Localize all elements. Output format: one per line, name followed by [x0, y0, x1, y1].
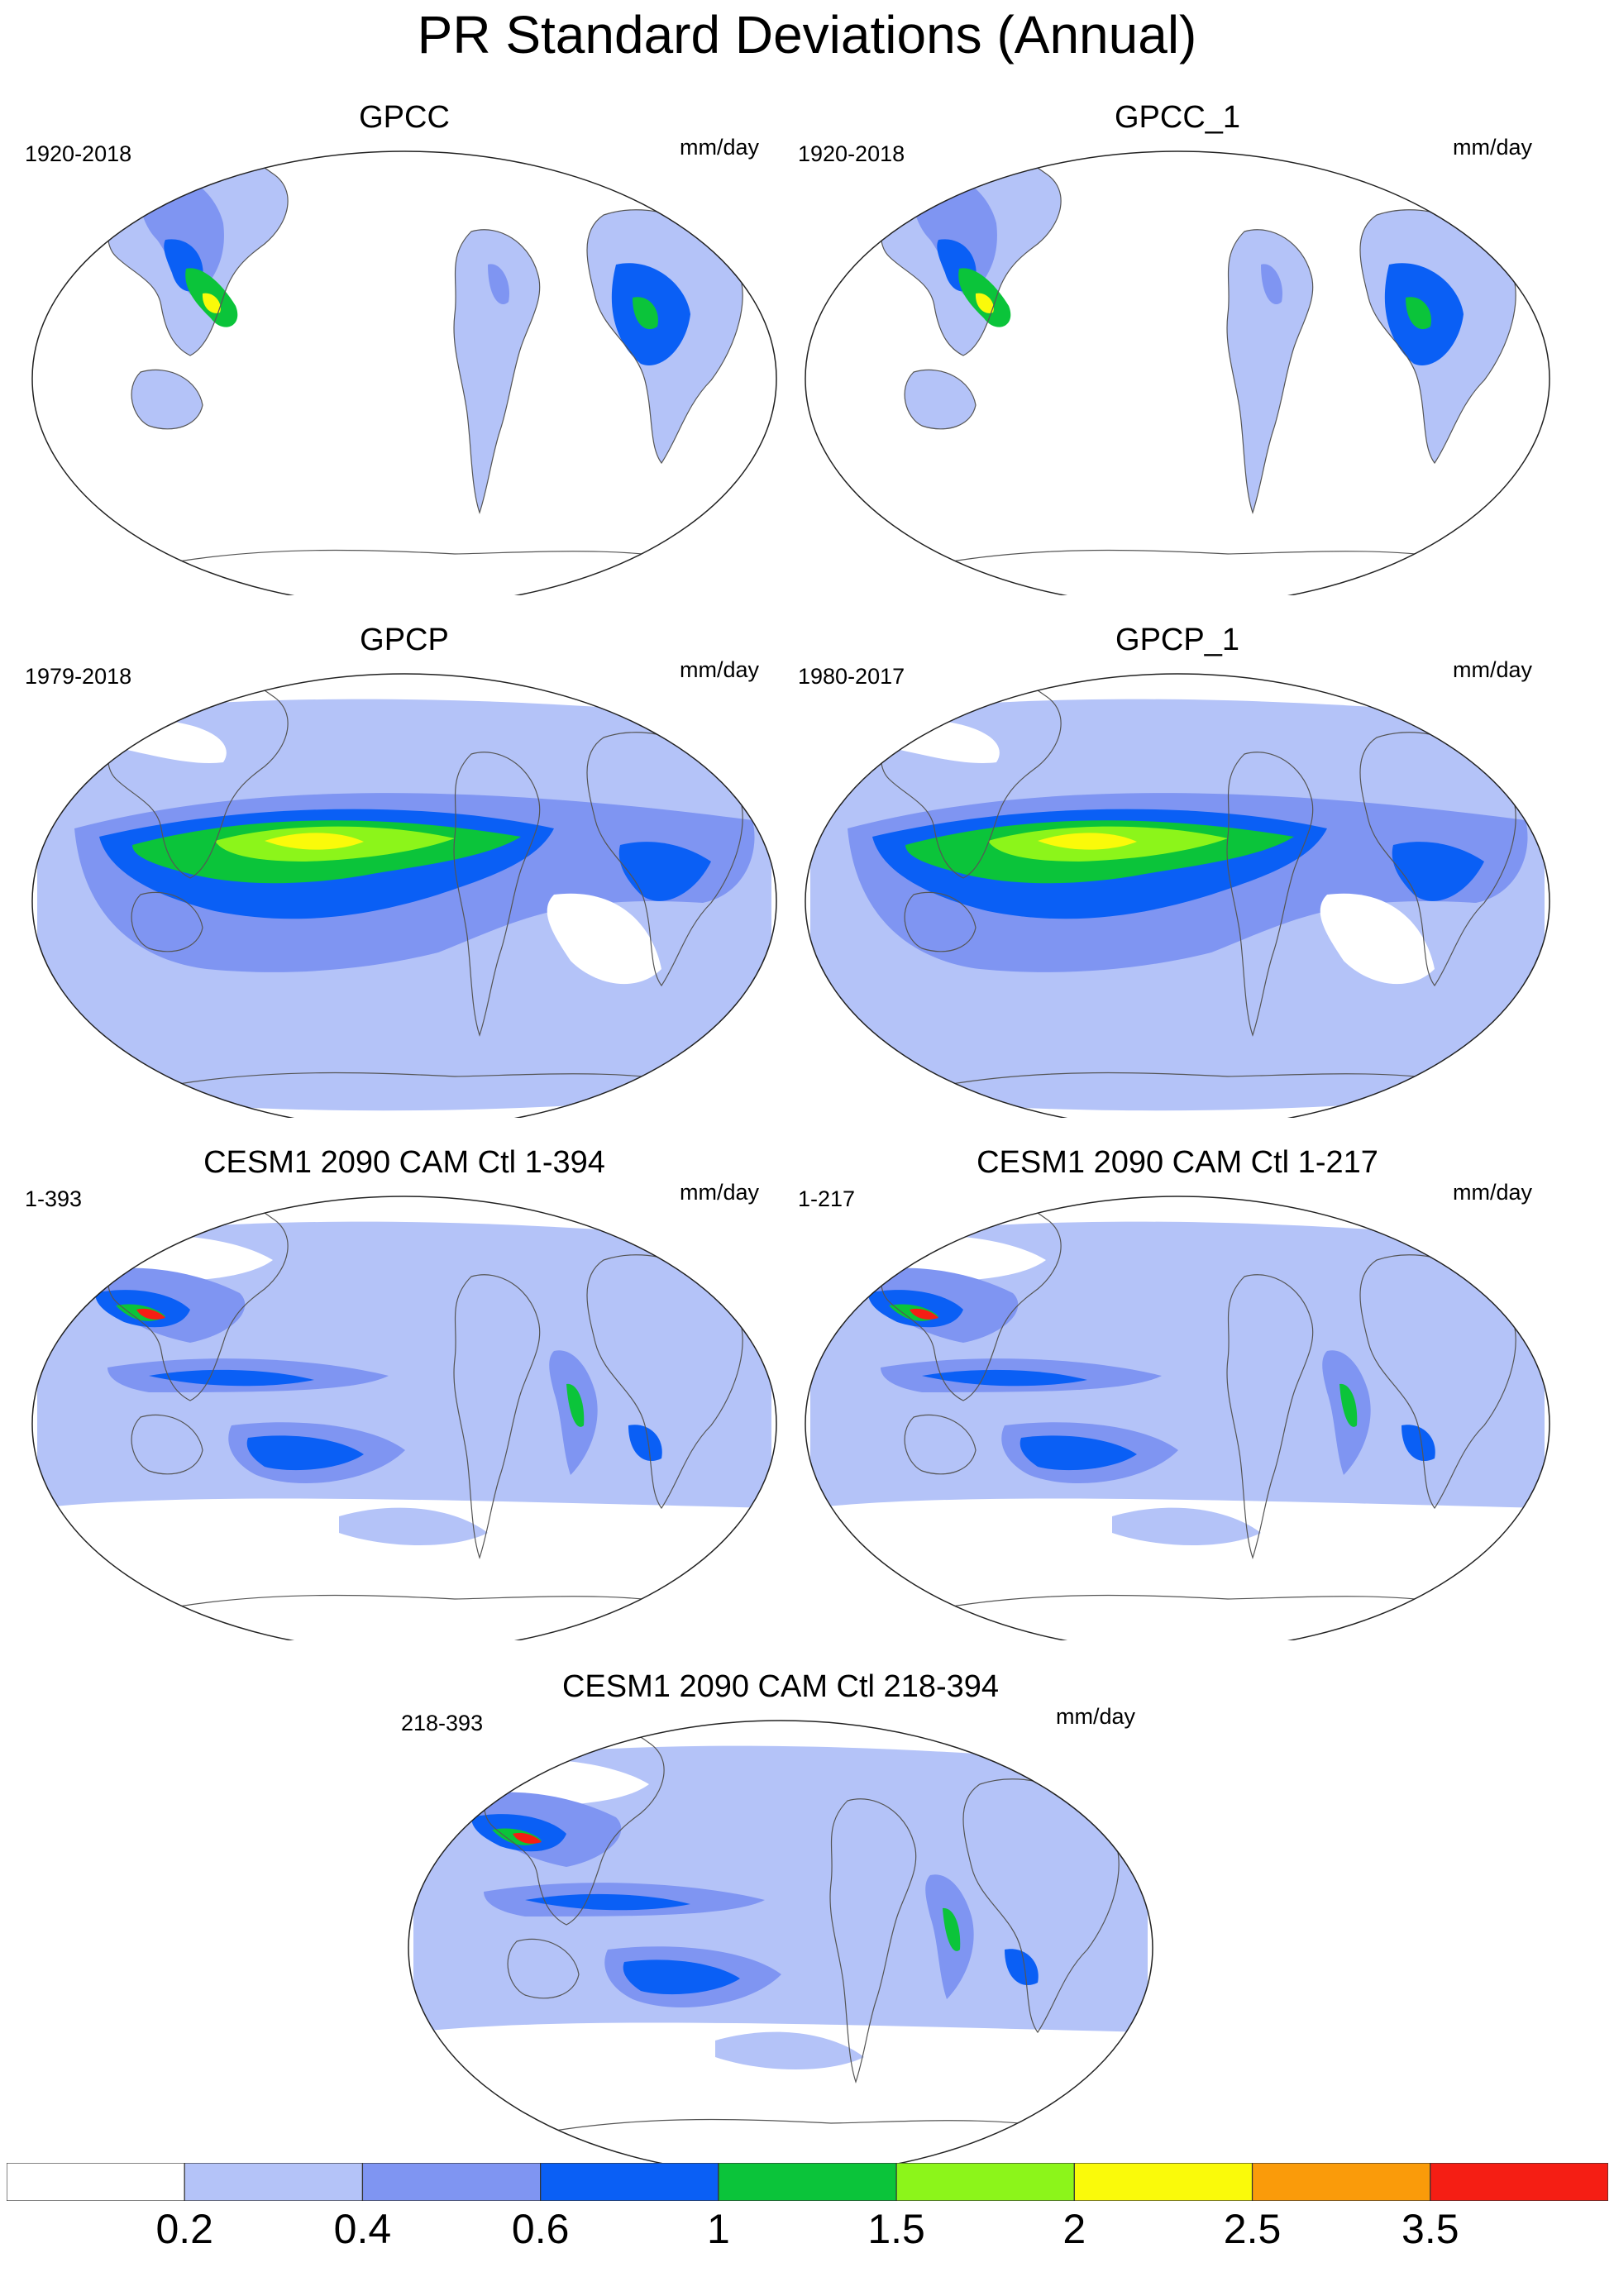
panel-units: mm/day: [1055, 1704, 1135, 1729]
colorbar-tick-label: 1: [706, 2206, 730, 2252]
world-map: [805, 1196, 1550, 1640]
colorbar-tick-label: 3.5: [1402, 2206, 1459, 2252]
panel-title: CESM1 2090 CAM Ctl 218-394: [561, 1669, 1000, 1704]
map-panel: GPCC 1920-2018 mm/day: [25, 99, 784, 595]
panel-units: mm/day: [679, 1180, 759, 1205]
panel-period: 1-217: [798, 1186, 856, 1211]
panel-period: 1920-2018: [25, 141, 132, 166]
colorbar-segment: [1073, 2163, 1253, 2201]
colorbar-tick-label: 0.6: [511, 2206, 570, 2252]
panel-title: CESM1 2090 CAM Ctl 1-394: [203, 1145, 605, 1180]
map-panel: GPCP_1 1980-2017 mm/day: [798, 622, 1557, 1118]
map-panel: GPCC_1 1920-2018 mm/day: [798, 99, 1557, 595]
panel-title: GPCP: [360, 623, 449, 657]
panel-period: 218-393: [401, 1711, 484, 1735]
panel-units: mm/day: [679, 135, 759, 160]
colorbar-segment: [540, 2163, 719, 2201]
map-panel: CESM1 2090 CAM Ctl 1-217 1-217 mm/day: [798, 1144, 1557, 1640]
world-map: [805, 150, 1550, 595]
world-map: [31, 673, 777, 1118]
panel-period: 1979-2018: [25, 664, 132, 689]
colorbar-tick-label: 0.2: [155, 2206, 213, 2252]
colorbar-segment: [1430, 2163, 1608, 2201]
colorbar-tick-label: 2.5: [1223, 2206, 1282, 2252]
panel-period: 1980-2017: [798, 664, 905, 689]
colorbar-segment: [1251, 2163, 1431, 2201]
colorbar-segment: [7, 2163, 185, 2201]
colorbar-segment: [718, 2163, 897, 2201]
panel-units: mm/day: [1452, 1180, 1532, 1205]
colorbar-segment: [361, 2163, 542, 2201]
colorbar: [7, 2163, 1608, 2201]
colorbar-tick-label: 1.5: [867, 2206, 925, 2252]
panel-title: GPCC_1: [1114, 100, 1241, 135]
panel-title: CESM1 2090 CAM Ctl 1-217: [977, 1145, 1378, 1180]
world-map: [31, 1196, 777, 1640]
colorbar-tick-label: 0.4: [333, 2206, 392, 2252]
map-panel: CESM1 2090 CAM Ctl 1-394 1-393 mm/day: [25, 1144, 784, 1640]
panel-units: mm/day: [1452, 657, 1532, 682]
panel-title: GPCP_1: [1115, 623, 1239, 657]
world-map: [408, 1720, 1153, 2165]
colorbar-tick-label: 2: [1062, 2206, 1086, 2252]
panel-period: 1920-2018: [798, 141, 905, 166]
panel-title: GPCC: [359, 100, 450, 135]
figure-title: PR Standard Deviations (Annual): [417, 5, 1197, 64]
colorbar-segment: [184, 2163, 364, 2201]
map-panel: CESM1 2090 CAM Ctl 218-394 218-393 mm/day: [401, 1668, 1160, 2165]
world-map: [805, 673, 1550, 1118]
panel-units: mm/day: [1452, 135, 1532, 160]
map-panel: GPCP 1979-2018 mm/day: [25, 622, 784, 1118]
panel-units: mm/day: [679, 657, 759, 682]
colorbar-segment: [895, 2163, 1075, 2201]
world-map: [31, 150, 777, 595]
panel-period: 1-393: [25, 1186, 83, 1211]
